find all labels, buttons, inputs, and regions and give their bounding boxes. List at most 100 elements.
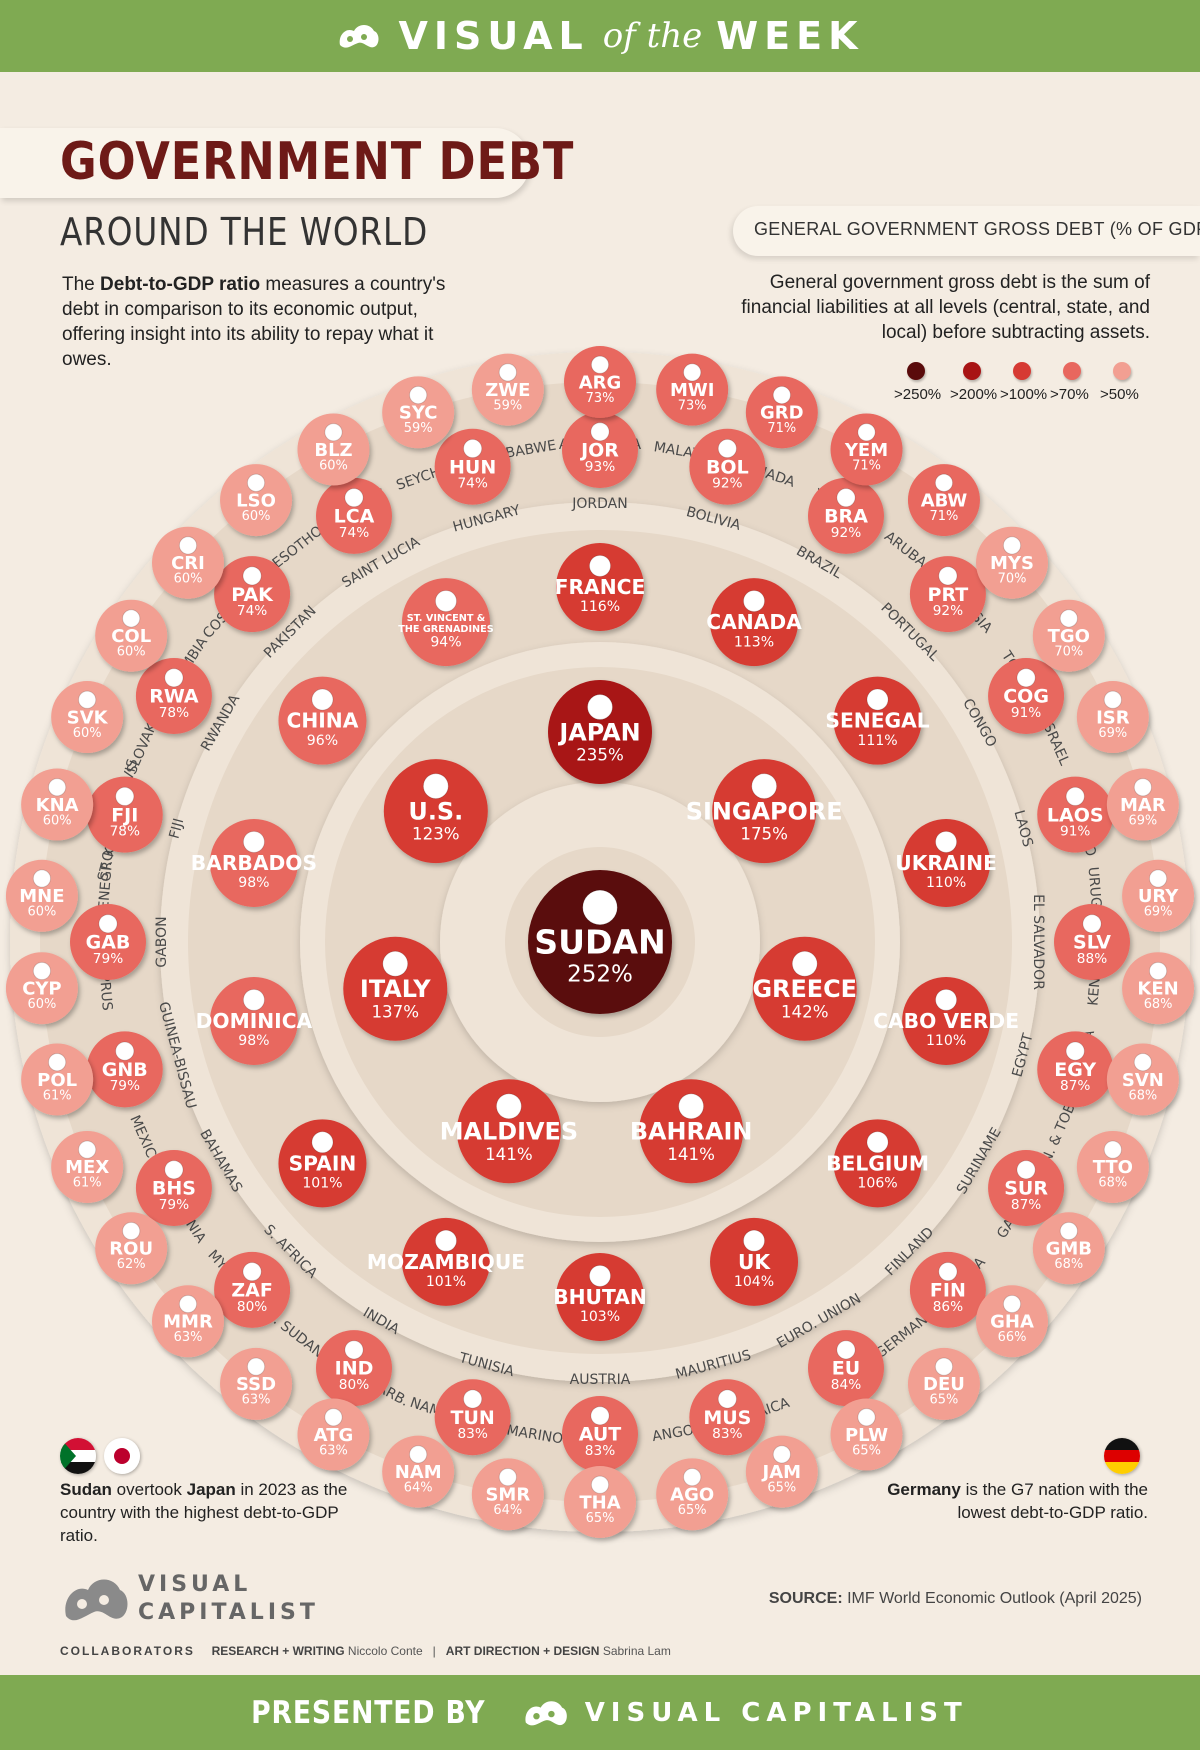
- bubble-circle: [988, 1150, 1065, 1226]
- flag-icon: [1059, 609, 1078, 628]
- bubble-value: 142%: [781, 1002, 829, 1021]
- flag-icon: [32, 961, 52, 981]
- bubble-value: 60%: [117, 645, 146, 660]
- bubble-value: 70%: [1054, 645, 1083, 660]
- flag-icon: [422, 773, 449, 800]
- bubble-value: 66%: [998, 1330, 1027, 1345]
- bubble-value: 235%: [576, 746, 624, 765]
- bubble-circle: [214, 556, 291, 633]
- bubble-value: 79%: [159, 1197, 189, 1213]
- header-banner: VISUAL of the WEEK: [0, 0, 1200, 72]
- flag-icon: [588, 1264, 612, 1287]
- bubble-code: ZAF: [231, 1280, 272, 1302]
- flag-icon: [164, 1160, 184, 1180]
- bubble-circle: [343, 936, 448, 1041]
- bubble-value: 84%: [831, 1377, 861, 1393]
- bubble-circle: [278, 676, 367, 765]
- bubble-code: GMB: [1046, 1239, 1092, 1260]
- bubble-value: 65%: [767, 1480, 796, 1495]
- bubble-circle: [710, 578, 799, 667]
- bubble-circle: [808, 1330, 884, 1407]
- flag-icon: [164, 668, 184, 688]
- bubble-value: 83%: [585, 1443, 615, 1459]
- flag-icon: [1002, 1294, 1022, 1314]
- bubble-circle: [401, 1217, 490, 1306]
- bubble-circle: [456, 1079, 561, 1184]
- bubble-code: NAM: [395, 1462, 442, 1483]
- bubble-circle: [902, 819, 991, 908]
- bubble-code: TUN: [451, 1407, 495, 1429]
- flag-icon: [311, 1131, 334, 1154]
- bubble-code: ISR: [1096, 707, 1130, 728]
- bubble-circle: [209, 976, 298, 1065]
- flag-icon: [344, 1340, 364, 1360]
- bubble-code: SINGAPORE: [686, 797, 843, 825]
- intro-pre: The: [62, 274, 101, 295]
- bubble-value: 63%: [242, 1393, 271, 1408]
- flag-icon: [178, 536, 198, 555]
- flag-icon: [791, 950, 818, 977]
- page-subtitle: AROUND THE WORLD: [60, 210, 429, 254]
- bubble-code: EU: [832, 1358, 860, 1380]
- flag-icon: [242, 830, 265, 853]
- callout-germany: Germany: [887, 1480, 961, 1499]
- legend-panel: [733, 206, 1200, 256]
- bubble-circle: [151, 1285, 224, 1358]
- credits-sep: |: [432, 1644, 436, 1658]
- bubble-circle: [1106, 1043, 1179, 1116]
- bubble-code: DOMINICA: [196, 1009, 313, 1033]
- legend-swatch: [1013, 362, 1031, 380]
- bubble-value: 71%: [852, 458, 881, 473]
- bubble-code: SUR: [1004, 1178, 1048, 1200]
- bubble-code: THE GRENADINES: [398, 624, 494, 635]
- bubble-value: 68%: [1098, 1176, 1127, 1191]
- flag-icon: [498, 363, 517, 382]
- bubble-value: 69%: [1098, 726, 1127, 741]
- bubble-code: JOR: [579, 440, 619, 462]
- bubble-circle: [401, 578, 490, 667]
- bubble-circle: [214, 1251, 291, 1328]
- source-label: SOURCE:: [768, 1590, 843, 1607]
- bubble-value: 60%: [73, 726, 102, 741]
- bubble-circle: [656, 353, 729, 426]
- bubble-circle: [528, 870, 672, 1014]
- flag-icon: [1133, 1053, 1153, 1072]
- bubble-code: SVN: [1122, 1070, 1164, 1091]
- bubble-code: SSD: [236, 1374, 276, 1395]
- bubble-value: 78%: [110, 824, 140, 840]
- flag-icon: [1016, 668, 1036, 688]
- bubble-circle: [808, 477, 884, 554]
- bubble-code: MUS: [703, 1407, 751, 1429]
- bubble-value: 65%: [852, 1443, 881, 1458]
- bubble-value: 61%: [43, 1088, 72, 1103]
- callout-sudan: Sudan: [60, 1480, 112, 1499]
- bubble-code: KNA: [36, 795, 79, 816]
- flag-icon: [935, 988, 958, 1011]
- bubble-circle: [745, 1435, 818, 1508]
- bubble-code: ST. VINCENT &: [407, 613, 486, 624]
- bubble-code: BHUTAN: [553, 1285, 647, 1309]
- flag-icon: [115, 786, 135, 807]
- bubble-code: MALDIVES: [440, 1118, 578, 1146]
- bubble-code: KEN: [1137, 979, 1178, 1000]
